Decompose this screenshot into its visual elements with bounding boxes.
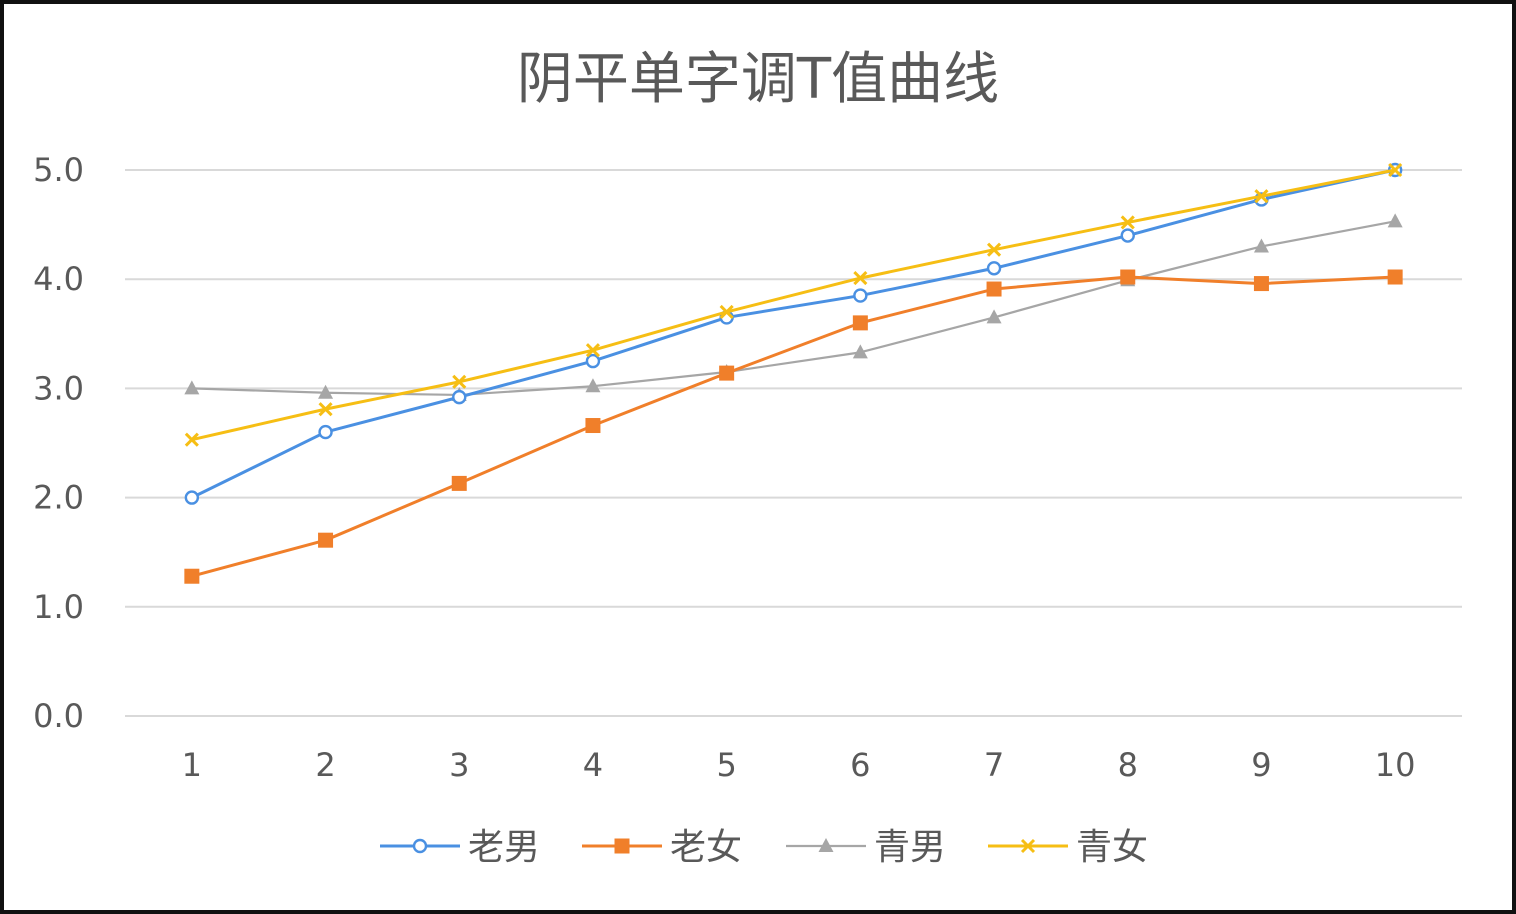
series-4-point-7-stroke-b xyxy=(986,242,1002,257)
series-3-point-4 xyxy=(585,378,601,393)
x-tick-label-6: 7 xyxy=(984,746,1004,784)
series-4-point-3 xyxy=(452,374,467,389)
series-4-point-2-stroke-b xyxy=(318,402,333,417)
y-tick-label-1: 1.0 xyxy=(33,588,84,626)
legend-item-4: 青女 xyxy=(988,827,1148,868)
x-tick-label-3: 4 xyxy=(583,746,603,784)
series-2-point-7 xyxy=(986,281,1002,297)
series-layer xyxy=(184,162,1403,584)
series-2-point-3 xyxy=(451,475,467,491)
series-4-point-9-stroke-b xyxy=(1254,189,1269,204)
y-axis-tick-labels: 0.0 1.0 2.0 3.0 4.0 5.0 xyxy=(33,151,84,735)
series-1-point-2 xyxy=(318,424,333,440)
series-4-point-4-stroke-b xyxy=(585,343,601,358)
x-tick-label-4: 5 xyxy=(716,746,736,784)
legend-label-3: 青男 xyxy=(874,827,946,868)
series-1-point-8 xyxy=(1120,228,1135,243)
series-4-point-8 xyxy=(1120,215,1135,230)
series-3-point-6 xyxy=(852,344,868,359)
series-4-point-5-stroke-b xyxy=(719,304,734,320)
series-4-point-4 xyxy=(585,343,601,358)
series-4-point-1 xyxy=(184,432,199,447)
series-4-point-8-stroke-b xyxy=(1120,215,1135,230)
series-3-point-2 xyxy=(318,384,334,399)
series-1-point-7 xyxy=(986,261,1002,276)
y-tick-label-4: 4.0 xyxy=(33,260,84,298)
y-tick-label-3: 3.0 xyxy=(33,369,84,407)
legend-swatch-marker-3 xyxy=(818,838,834,852)
x-axis-tick-labels: 1 2 3 4 5 6 7 8 9 10 xyxy=(182,746,1416,784)
legend-label-4: 青女 xyxy=(1076,827,1148,868)
series-4-point-3-stroke-b xyxy=(452,374,467,389)
series-3-point-9 xyxy=(1253,238,1269,253)
series-4-point-5 xyxy=(719,304,734,320)
x-tick-label-7: 8 xyxy=(1118,746,1138,784)
series-1-line xyxy=(190,168,1397,500)
series-4-point-2 xyxy=(318,402,333,417)
series-2-point-1 xyxy=(184,568,200,584)
series-4-point-1-stroke-b xyxy=(184,432,199,447)
series-4 xyxy=(184,162,1403,447)
series-2-point-9 xyxy=(1253,276,1269,292)
series-3-point-10 xyxy=(1387,213,1403,228)
series-1-point-3 xyxy=(452,389,467,405)
series-2-point-4 xyxy=(585,418,601,434)
x-tick-label-0: 1 xyxy=(182,746,202,784)
legend-swatch-marker-4 xyxy=(1020,838,1036,854)
series-3-line xyxy=(190,220,1397,397)
legend: 老男 老女 青男 青女 xyxy=(380,827,1148,868)
legend-item-1: 老男 xyxy=(380,827,540,868)
series-4-point-6 xyxy=(853,271,868,286)
y-tick-label-5: 5.0 xyxy=(33,151,84,189)
x-tick-label-8: 9 xyxy=(1251,746,1271,784)
legend-item-3: 青男 xyxy=(786,827,946,868)
series-1-point-1 xyxy=(184,490,200,505)
series-4-point-10 xyxy=(1388,162,1403,178)
x-tick-label-9: 10 xyxy=(1375,746,1416,784)
legend-label-2: 老女 xyxy=(670,827,742,868)
chart-title: 阴平单字调T值曲线 xyxy=(517,47,999,112)
legend-swatch-marker-2 xyxy=(614,838,630,854)
series-2-point-10 xyxy=(1387,269,1403,285)
y-tick-label-0: 0.0 xyxy=(33,697,84,735)
series-4-point-6-stroke-b xyxy=(853,271,868,286)
legend-label-1: 老男 xyxy=(468,827,540,868)
series-1-point-4 xyxy=(585,353,601,369)
legend-item-2: 老女 xyxy=(582,827,742,868)
series-1-point-6 xyxy=(853,288,868,303)
series-4-point-7 xyxy=(986,242,1002,257)
series-4-point-10-stroke-b xyxy=(1388,162,1403,178)
legend-swatch-marker-1 xyxy=(412,838,428,854)
series-1 xyxy=(184,162,1403,505)
series-2-point-5 xyxy=(719,365,735,381)
series-4-point-9 xyxy=(1254,189,1269,204)
x-tick-label-2: 3 xyxy=(449,746,469,784)
x-tick-label-1: 2 xyxy=(315,746,335,784)
legend-swatch-marker-4-stroke-b xyxy=(1020,838,1036,854)
series-2 xyxy=(184,269,1403,584)
x-tick-label-5: 6 xyxy=(850,746,870,784)
series-3-point-7 xyxy=(986,309,1002,324)
series-2-line xyxy=(190,275,1397,578)
y-tick-label-2: 2.0 xyxy=(33,479,84,517)
series-3-point-1 xyxy=(184,380,200,395)
series-2-point-2 xyxy=(318,532,334,548)
series-2-point-8 xyxy=(1120,269,1136,285)
series-2-point-6 xyxy=(852,315,868,331)
series-4-line xyxy=(190,168,1397,442)
gridlines xyxy=(125,169,1462,717)
